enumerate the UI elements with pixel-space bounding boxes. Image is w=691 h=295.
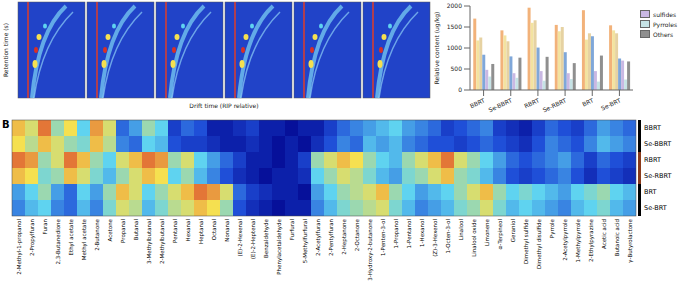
svg-text:1-Octen-3-ol: 1-Octen-3-ol (445, 219, 451, 254)
html-text:Pyrroles: Pyrroles (653, 20, 677, 28)
svg-text:BBRT: BBRT (469, 96, 486, 109)
svg-text:Se-BRT: Se-BRT (644, 204, 667, 212)
svg-text:2-Propylfuran: 2-Propylfuran (29, 218, 36, 256)
svg-text:Relative content (ug/kg): Relative content (ug/kg) (433, 12, 441, 85)
svg-text:Acetic acid: Acetic acid (601, 219, 607, 249)
svg-text:BBRT: BBRT (644, 124, 661, 132)
html-text:Others: Others (653, 30, 674, 38)
svg-text:2-Acetylfuran: 2-Acetylfuran (315, 218, 322, 255)
svg-text:Drift time (RIP relative): Drift time (RIP relative) (189, 102, 258, 109)
svg-text:3-Methylbutanal: 3-Methylbutanal (146, 219, 153, 264)
svg-text:1500: 1500 (447, 23, 462, 30)
svg-text:0: 0 (458, 86, 462, 93)
svg-text:Se-BRT: Se-BRT (600, 96, 622, 111)
svg-text:2-Pentylfuran: 2-Pentylfuran (328, 218, 335, 255)
svg-text:2-Butanone: 2-Butanone (94, 218, 100, 250)
svg-text:2-Methylbutanal: 2-Methylbutanal (159, 219, 166, 264)
svg-text:(E)-2-Heptenal: (E)-2-Heptenal (250, 219, 257, 260)
svg-text:2-Acetylpyrrole: 2-Acetylpyrrole (562, 218, 569, 260)
svg-text:Hexanal: Hexanal (185, 219, 191, 242)
svg-text:(Z)-3-Hexenol: (Z)-3-Hexenol (432, 219, 438, 257)
svg-text:Dimethyl sulfide: Dimethyl sulfide (523, 218, 530, 264)
svg-text:RBRT: RBRT (523, 96, 540, 109)
svg-text:1-Penten-3-ol: 1-Penten-3-ol (380, 219, 386, 256)
svg-text:2,3-Butanedione: 2,3-Butanedione (55, 218, 61, 264)
svg-text:2-Methyl-1-propanol: 2-Methyl-1-propanol (16, 219, 23, 275)
svg-text:1-Methylpyrrole: 1-Methylpyrrole (575, 218, 582, 262)
svg-text:γ-Butyrolactone: γ-Butyrolactone (627, 218, 634, 262)
svg-text:1-Pentanol: 1-Pentanol (406, 219, 412, 249)
svg-text:1-Hexanol: 1-Hexanol (419, 219, 425, 247)
svg-text:3-Hydroxy-2-butanone: 3-Hydroxy-2-butanone (367, 218, 374, 280)
svg-text:Limonene: Limonene (484, 218, 490, 246)
svg-text:2-Octanone: 2-Octanone (354, 218, 360, 251)
svg-text:Propanal: Propanal (120, 219, 127, 243)
svg-text:1-Propanol: 1-Propanol (393, 219, 400, 249)
svg-text:5-Methylfurfural: 5-Methylfurfural (302, 219, 309, 264)
svg-text:(E)-2-Hexenal: (E)-2-Hexenal (237, 219, 243, 257)
svg-text:Geraniol: Geraniol (510, 219, 516, 243)
svg-text:α-Terpineol: α-Terpineol (497, 219, 504, 250)
svg-text:Linalool oxide: Linalool oxide (471, 218, 477, 256)
svg-text:2-Ethylpyrazine: 2-Ethylpyrazine (588, 218, 595, 262)
svg-text:Se-RBRT: Se-RBRT (644, 172, 671, 180)
svg-text:Pentanal: Pentanal (172, 219, 178, 243)
svg-text:500: 500 (451, 65, 463, 72)
svg-text:Butanal: Butanal (133, 219, 139, 241)
html-text:sulfides: sulfides (653, 10, 676, 18)
svg-text:Benzaldehyde: Benzaldehyde (263, 218, 270, 258)
svg-text:B: B (2, 119, 10, 130)
svg-text:Linalool: Linalool (458, 219, 464, 241)
svg-text:Se-RBRT: Se-RBRT (541, 96, 567, 113)
svg-text:BRT: BRT (644, 188, 657, 196)
svg-text:Dimethyl disulfide: Dimethyl disulfide (536, 218, 543, 269)
svg-text:Se-BBRT: Se-BBRT (644, 140, 671, 148)
svg-text:BRT: BRT (581, 96, 595, 107)
svg-text:Retention time (s): Retention time (s) (2, 23, 9, 77)
svg-text:Butanoic acid: Butanoic acid (614, 219, 620, 256)
svg-text:Se-BBRT: Se-BBRT (487, 96, 513, 113)
svg-text:RBRT: RBRT (644, 156, 661, 164)
svg-text:2-Heptanone: 2-Heptanone (341, 218, 348, 254)
svg-text:Ethyl acetate: Ethyl acetate (68, 218, 75, 255)
svg-text:2000: 2000 (447, 2, 462, 9)
svg-text:1000: 1000 (447, 44, 462, 51)
svg-text:Phenylacetaldehyde: Phenylacetaldehyde (276, 218, 283, 274)
svg-text:Pyrrole: Pyrrole (549, 218, 556, 238)
svg-text:Acetone: Acetone (107, 218, 113, 241)
svg-text:Furan: Furan (42, 218, 48, 234)
svg-text:Octanal: Octanal (211, 219, 217, 241)
svg-text:Nonanal: Nonanal (224, 219, 230, 242)
svg-text:Furfural: Furfural (289, 219, 295, 241)
svg-text:Heptanal: Heptanal (198, 219, 205, 244)
svg-text:Methyl acetate: Methyl acetate (81, 218, 88, 260)
